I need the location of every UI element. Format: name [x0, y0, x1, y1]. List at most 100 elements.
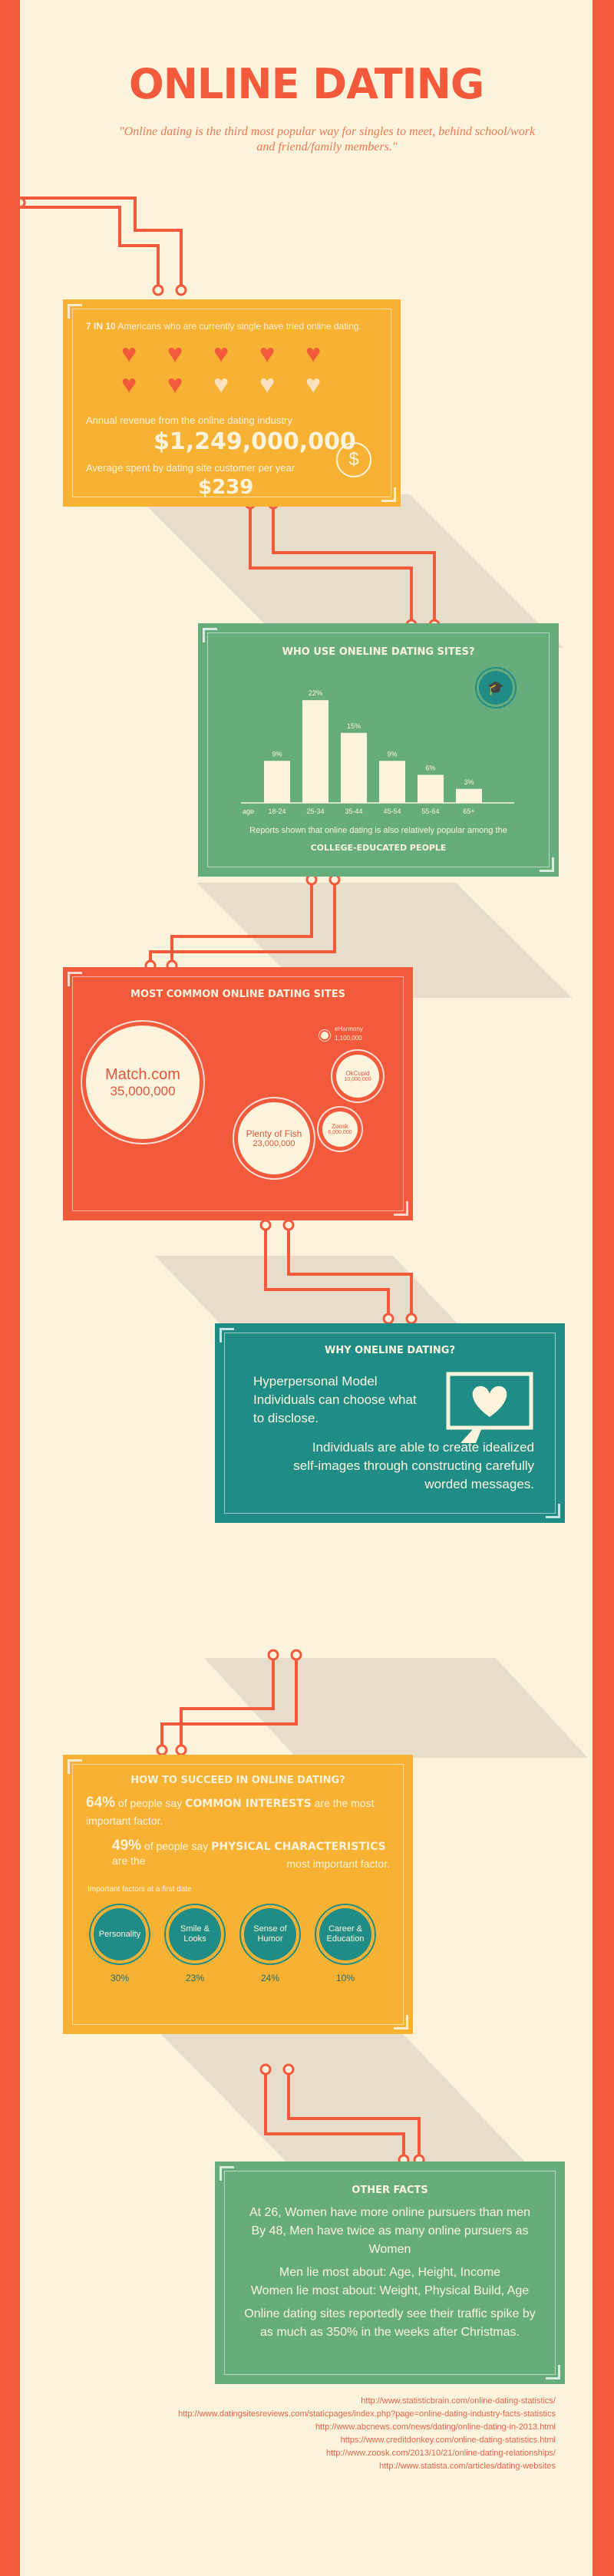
heart-icon-filled: ♥	[121, 339, 137, 368]
bar-value-label: 3%	[464, 778, 474, 786]
okc-users: 10,000,000	[344, 1077, 371, 1082]
bar	[379, 761, 405, 803]
fact-4: Men lie most about: Age, Height, Income	[279, 2266, 501, 2279]
why-line-6: worded messages.	[424, 1477, 534, 1491]
eharmony-name: eHarmony	[335, 1025, 363, 1032]
physical-stat: 49% of people say PHYSICAL CHARACTERISTI…	[112, 1838, 404, 1867]
factor-badge: Smile & Looks	[169, 1908, 221, 1960]
sources-list: http://www.statisticbrain.com/online-dat…	[64, 2395, 556, 2473]
stats-heading-rest: Americans who are currently single have …	[117, 321, 361, 332]
source-link[interactable]: https://www.creditdonkey.com/online-dati…	[340, 2436, 556, 2445]
stats-heading: 7 IN 10 Americans who are currently sing…	[86, 321, 393, 332]
physical-mid: of people say	[144, 1840, 209, 1852]
x-tick-label: 45-54	[383, 807, 401, 815]
pof-circle: Plenty of Fish 23,000,000	[238, 1102, 310, 1174]
bar	[302, 700, 328, 803]
spend-label: Average spent by dating site customer pe…	[86, 462, 295, 474]
x-axis-label: age	[243, 807, 254, 815]
bar	[456, 788, 482, 803]
factor-percent: 24%	[260, 1973, 280, 1983]
heart-icon-filled: ♥	[167, 370, 183, 399]
revenue-label: Annual revenue from the online dating in…	[86, 414, 292, 426]
zoosk-name: Zoosk	[332, 1123, 348, 1130]
panel-frame	[203, 628, 554, 872]
interest-stat: 64% of people say COMMON INTERESTS are t…	[86, 1795, 401, 1811]
interest-mid: of people say	[117, 1797, 183, 1809]
heart-icon-empty: ♥	[259, 370, 276, 399]
source-link[interactable]: http://www.statisticbrain.com/online-dat…	[361, 2396, 556, 2406]
why-line-1: Hyperpersonal Model	[253, 1374, 378, 1389]
eharmony-circle	[321, 1032, 328, 1039]
x-tick-label: 25-34	[306, 807, 324, 815]
facts-title: OTHER FACTS	[352, 2185, 428, 2196]
source-link[interactable]: http://www.abcnews.com/news/dating/onlin…	[315, 2422, 556, 2432]
why-title: WHY ONELINE DATING?	[324, 1345, 455, 1356]
factor-badge: Personality	[94, 1908, 146, 1960]
who-note: Reports shown that online dating is also…	[249, 826, 507, 835]
why-line-4: Individuals are able to create idealized	[312, 1440, 534, 1455]
who-panel: WHO USE ONELINE DATING SITES? 🎓 age 9% 18-…	[198, 623, 559, 877]
x-tick-label: 65+	[463, 807, 474, 815]
facts-panel: OTHER FACTS At 26, Women have more onlin…	[215, 2162, 565, 2384]
fact-1: At 26, Women have more online pursuers t…	[249, 2206, 531, 2219]
fact-2: By 48, Men have twice as many online pur…	[251, 2224, 529, 2237]
physical-end: are the	[112, 1854, 146, 1867]
fact-5: Women lie most about: Weight, Physical B…	[250, 2284, 530, 2297]
succeed-title: HOW TO SUCCEED IN ONLINE DATING?	[130, 1775, 345, 1786]
bar-value-label: 9%	[272, 750, 282, 758]
bar-value-label: 6%	[425, 765, 435, 772]
source-link[interactable]: http://www.statista.com/articles/dating-…	[379, 2462, 556, 2471]
age-bar-chart: age 9% 18-24 22% 25-34 15% 35-44 9% 45-54 6% 55-64…	[241, 689, 514, 815]
fact-6: Online dating sites reportedly see their…	[244, 2307, 536, 2320]
who-note-strong: COLLEGE-EDUCATED PEOPLE	[310, 843, 447, 853]
match-users: 35,000,000	[110, 1083, 176, 1098]
bar-value-label: 9%	[387, 750, 397, 758]
graduation-cap-icon: 🎓	[479, 671, 513, 705]
interest-pct: 64%	[86, 1795, 116, 1811]
source-link[interactable]: http://www.datingsitesreviews.com/static…	[178, 2409, 556, 2419]
why-line-3: to disclose.	[253, 1411, 319, 1425]
heart-icon-empty: ♥	[305, 370, 322, 399]
factor-badge: Career & Education	[319, 1908, 371, 1960]
stats-panel: 7 IN 10 Americans who are currently sing…	[63, 299, 401, 507]
heart-icon-filled: ♥	[167, 339, 183, 368]
panel-frame	[220, 2166, 560, 2379]
eharmony-users: 1,100,000	[335, 1035, 362, 1042]
heart-icon-filled: ♥	[259, 339, 276, 368]
sites-title: MOST COMMON ONLINE DATING SITES	[130, 989, 345, 1000]
interest-end: are the most	[314, 1797, 375, 1809]
fact-3: Women	[368, 2243, 411, 2256]
why-panel: WHY ONELINE DATING? Hyperpersonal Model …	[215, 1323, 565, 1523]
succeed-panel: HOW TO SUCCEED IN ONLINE DATING? 64% of …	[63, 1755, 413, 2034]
page-title: ONLINE DATING	[128, 60, 484, 108]
dollar-coin-icon: $	[336, 442, 371, 477]
infographic: ONLINE DATING "Online dating is the thir…	[20, 0, 593, 2576]
factor-badge: Sense of Humor	[244, 1908, 296, 1960]
spend-value: $239	[198, 476, 254, 499]
bar	[341, 732, 367, 803]
bar-value-label: 22%	[309, 689, 322, 697]
heart-icon-filled: ♥	[121, 370, 137, 399]
pof-users: 23,000,000	[253, 1139, 295, 1148]
interest-line-2: important factor.	[86, 1815, 163, 1827]
match-circle: Match.com 35,000,000	[86, 1025, 200, 1139]
source-link[interactable]: http://www.zoosk.com/2013/10/21/online-d…	[325, 2449, 556, 2458]
physical-line-2: most important factor.	[286, 1858, 390, 1870]
heart-icon-filled: ♥	[305, 339, 322, 368]
heart-monitor-icon	[446, 1372, 533, 1443]
factor-percent: 10%	[335, 1973, 355, 1983]
zoosk-circle: Zoosk 6,000,000	[322, 1111, 358, 1147]
fact-7: as much as 350% in the weeks after Chris…	[260, 2326, 520, 2339]
x-tick-label: 35-44	[345, 807, 362, 815]
physical-pct: 49%	[112, 1838, 142, 1854]
interest-strong: COMMON INTERESTS	[185, 1798, 312, 1810]
bar	[264, 761, 290, 803]
physical-strong: PHYSICAL CHARACTERISTICS	[211, 1841, 386, 1853]
bar-value-label: 15%	[347, 722, 361, 730]
why-line-2: Individuals can choose what	[253, 1392, 417, 1407]
x-tick-label: 55-64	[421, 807, 439, 815]
panel-frame	[68, 972, 408, 1216]
pof-name: Plenty of Fish	[246, 1128, 302, 1139]
x-tick-label: 18-24	[268, 807, 286, 815]
okc-circle: OkCupid 10,000,000	[336, 1055, 379, 1098]
